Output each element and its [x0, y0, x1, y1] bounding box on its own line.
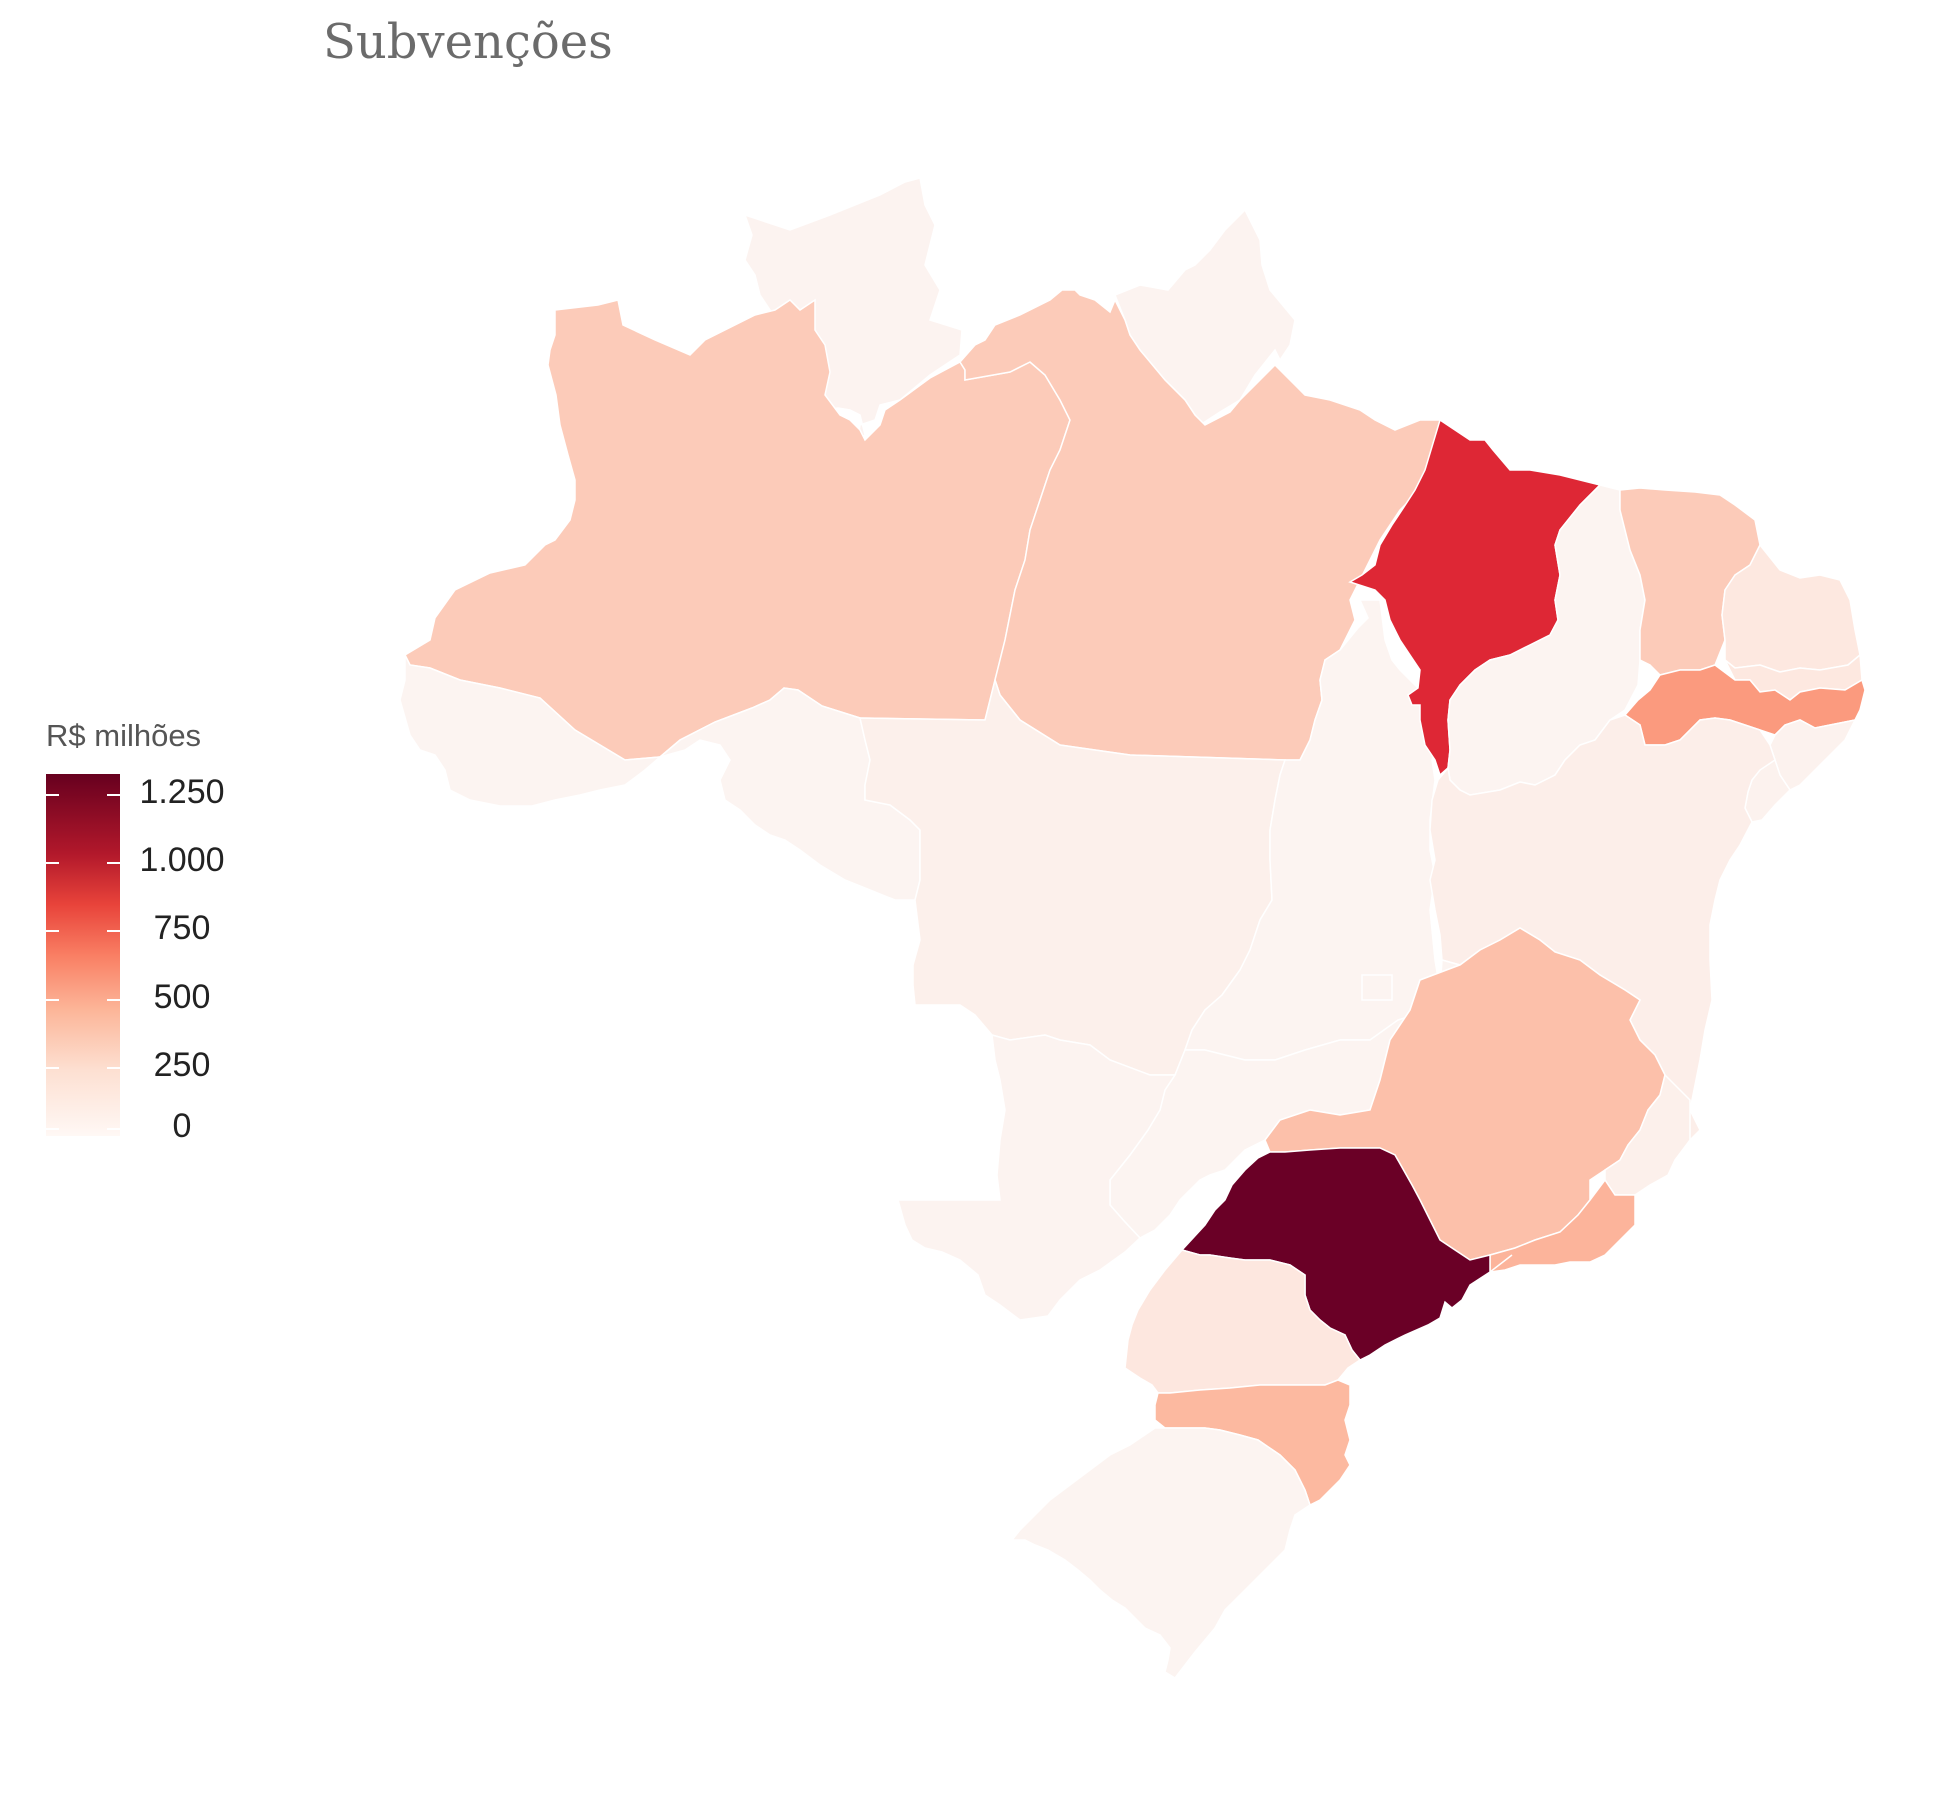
- legend-tick-label: 750: [153, 909, 211, 948]
- legend-tick-label: 250: [153, 1046, 211, 1085]
- legend-tick-mark: [46, 1128, 59, 1130]
- legend-tick-label: 1.000: [139, 840, 225, 879]
- state-CE[interactable]: [1619, 487, 1761, 676]
- state-AC[interactable]: [399, 654, 663, 807]
- legend-tick-label: 1.250: [139, 773, 225, 811]
- state-DF[interactable]: [1361, 974, 1393, 1001]
- legend-tick-mark: [107, 1128, 120, 1130]
- state-RS[interactable]: [1010, 1427, 1311, 1679]
- legend-tick-mark: [107, 930, 120, 933]
- legend-tick-mark: [46, 998, 59, 1001]
- state-RJ[interactable]: [1489, 1178, 1636, 1273]
- legend-tick-mark: [46, 794, 59, 796]
- legend-tick-mark: [46, 930, 59, 933]
- legend-tick-mark: [107, 1067, 120, 1070]
- legend-tick-mark: [46, 861, 59, 864]
- state-MS[interactable]: [897, 1033, 1177, 1321]
- legend-color-bar: [46, 774, 120, 1136]
- legend-tick-mark: [107, 861, 120, 864]
- legend-tick-mark: [107, 794, 120, 796]
- map-title: Subvenções: [323, 14, 613, 70]
- legend-title: R$ milhões: [46, 718, 202, 753]
- legend-tick-label: 0: [172, 1107, 192, 1145]
- legend-tick-mark: [107, 998, 120, 1001]
- legend-tick-label: 500: [153, 977, 211, 1016]
- legend-tick-mark: [46, 1067, 59, 1070]
